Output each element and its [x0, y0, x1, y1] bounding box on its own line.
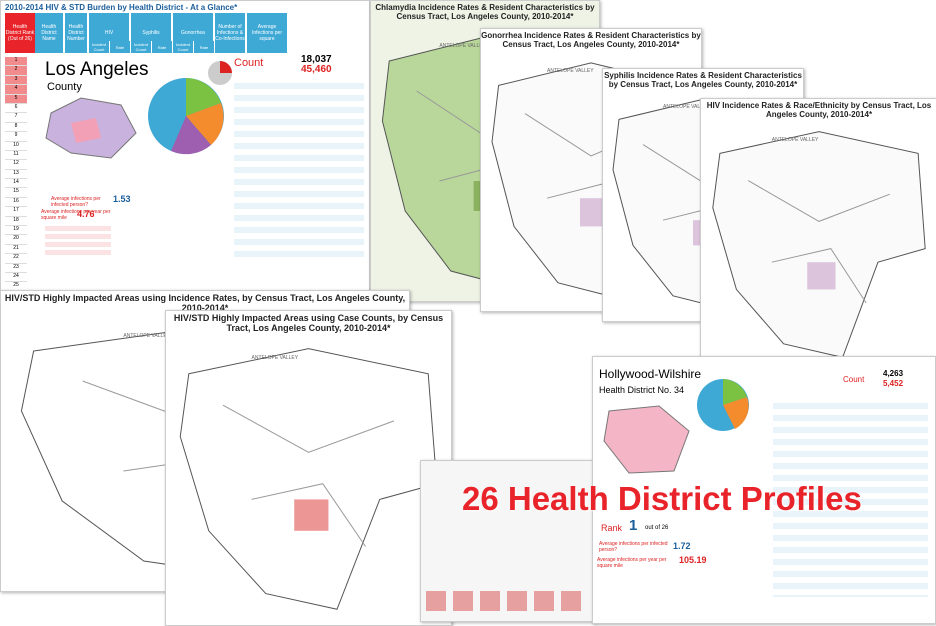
district-profile-page: Hollywood-Wilshire Health District No. 3… — [592, 356, 936, 624]
region-label: ANTELOPE VALLEY — [547, 68, 594, 75]
avg-mile: 4.76 — [77, 209, 95, 219]
at-a-glance-page: 2010-2014 HIV & STD Burden by Health Dis… — [0, 0, 370, 292]
rank-cell: 15 — [5, 188, 27, 198]
la-name: Los Angeles — [45, 59, 149, 80]
stack-lines — [426, 591, 581, 611]
count-2: 45,460 — [301, 64, 332, 75]
header-cell: Health District Name — [35, 13, 64, 53]
rank-cell: 19 — [5, 226, 27, 236]
subheader-cell: Incident Count — [173, 41, 194, 53]
subheader-cell: Incident Count — [131, 41, 152, 53]
subheader-cell: Rate — [152, 41, 173, 53]
rank-cell: 17 — [5, 207, 27, 217]
pie-chart — [148, 78, 224, 155]
avg-person-label: Average infections per infected person? — [599, 541, 668, 553]
map-title: HIV/STD Highly Impacted Areas using Case… — [173, 313, 444, 333]
map-title: HIV Incidence Rates & Race/Ethnicity by … — [706, 101, 932, 119]
map-title: Chlamydia Incidence Rates & Resident Cha… — [375, 3, 595, 21]
count-2: 5,452 — [883, 379, 904, 388]
rank-column: 1 2 3 4 5 6 7 8 9 10 11 12 13 14 15 16 17 18 19 20 21 22 23 24 2… — [5, 57, 27, 291]
rank-cell: 7 — [5, 113, 27, 123]
rank-cell: 23 — [5, 263, 27, 273]
rank-cell: 6 — [5, 103, 27, 114]
subheader-cell: Rate — [194, 41, 215, 53]
la-map — [45, 97, 137, 159]
rank-cell: 12 — [5, 160, 27, 170]
banner: 26 Health District Profiles — [462, 480, 862, 517]
title: 2010-2014 HIV & STD Burden by Health Dis… — [5, 3, 238, 12]
avg-person: 1.53 — [113, 194, 131, 204]
rank-cell: 1 — [5, 57, 27, 67]
map-title: Syphilis Incidence Rates & Resident Char… — [604, 71, 802, 89]
map-page: HIV/STD Highly Impacted Areas using Case… — [165, 310, 452, 626]
count-label: Count — [843, 375, 865, 384]
count-label: Count — [234, 57, 264, 69]
data-table — [234, 77, 364, 257]
la-subtitle: County — [47, 81, 82, 93]
region-label: ANTELOPE VALLEY — [251, 354, 299, 361]
avg-mile-label: Average infections per year per square m… — [41, 209, 111, 221]
region-label: ANTELOPE VALLEY — [771, 137, 819, 144]
rank-cell: 13 — [5, 169, 27, 180]
district-map — [603, 405, 690, 474]
rank-cell: 14 — [5, 179, 27, 189]
header-cell: Health District Number — [65, 13, 88, 53]
summary-table — [45, 226, 111, 258]
rank-cell: 24 — [5, 272, 27, 283]
subheader-cell: Incident Count — [89, 41, 110, 53]
avg-mile-label: Average infections per year per square m… — [597, 557, 667, 569]
count-1: 18,037 — [301, 54, 332, 65]
district-pie — [697, 379, 749, 431]
region-label: ANTELOPE VALLEY — [663, 104, 710, 111]
rank-cell: 5 — [5, 94, 27, 104]
district-number: Health District No. 34 — [599, 385, 685, 395]
rank-cell: 16 — [5, 197, 27, 208]
region-label: ANTELOPE VALLEY — [123, 333, 170, 339]
rank-cell: 4 — [5, 85, 27, 95]
region-label: ANTELOPE VALLEY — [439, 43, 486, 49]
count-1: 4,263 — [883, 369, 904, 378]
map — [712, 131, 926, 358]
rank-label: Rank — [601, 523, 623, 533]
rank-cell: 11 — [5, 150, 27, 161]
rank-cell: 18 — [5, 216, 27, 227]
rank: 1 — [629, 517, 638, 534]
rank-cell: 22 — [5, 254, 27, 264]
rank-cell: 3 — [5, 75, 27, 86]
rank-of: out of 26 — [645, 525, 669, 531]
avg-mile: 105.19 — [679, 555, 707, 565]
rank-cell: 8 — [5, 122, 27, 133]
map-page: HIV Incidence Rates & Race/Ethnicity by … — [700, 98, 936, 372]
rank-cell: 2 — [5, 66, 27, 76]
header-cell: Average Infections per square — [247, 13, 288, 53]
rank-cell: 20 — [5, 235, 27, 245]
header-cell: Health District Rank (Out of 26) — [5, 13, 36, 53]
avg-person: 1.72 — [673, 541, 691, 551]
rank-cell: 9 — [5, 132, 27, 142]
map — [179, 348, 438, 610]
district-name: Hollywood-Wilshire — [599, 367, 702, 381]
subheader-cell: Rate — [110, 41, 131, 53]
small-pie — [208, 61, 232, 85]
map-title: HIV/STD Highly Impacted Areas using Inci… — [4, 293, 406, 313]
map-title: Gonorrhea Incidence Rates & Resident Cha… — [481, 31, 701, 49]
data-table — [773, 397, 928, 597]
rank-cell: 10 — [5, 141, 27, 151]
header-cell: Number of Infections & Co-Infections — [215, 13, 246, 53]
avg-person-label: Average infections per infected person? — [51, 196, 101, 208]
rank-cell: 21 — [5, 244, 27, 255]
